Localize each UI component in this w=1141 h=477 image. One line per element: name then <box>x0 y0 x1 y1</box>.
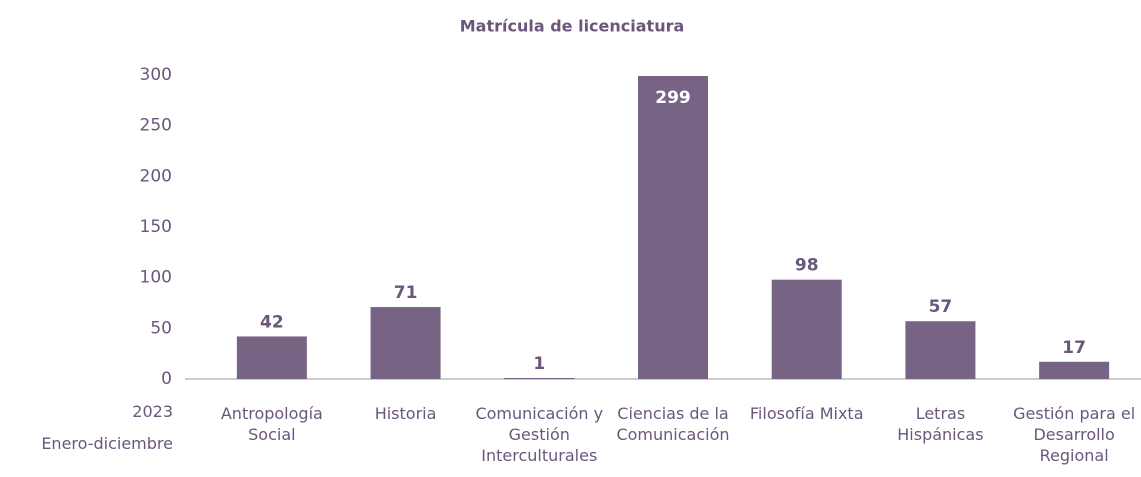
data-label: 98 <box>795 256 819 276</box>
x-tick-label: Gestión para el Desarrollo Regional <box>1013 404 1136 465</box>
y-tick-label: 150 <box>140 217 172 237</box>
y-tick-label: 300 <box>140 65 172 85</box>
y-tick-label: 250 <box>140 116 172 136</box>
y-tick-label: 200 <box>140 166 172 186</box>
y-tick-label: 0 <box>161 369 172 389</box>
x-axis-label: Enero-diciembre <box>41 434 173 453</box>
data-label: 42 <box>260 312 284 332</box>
chart-title: Matrícula de licenciatura <box>460 17 685 36</box>
x-tick-label: Letras Hispánicas <box>897 404 984 444</box>
x-tick-label: Comunicación y Gestión Interculturales <box>475 404 604 465</box>
x-tick-label: Filosofía Mixta <box>749 404 864 423</box>
data-label: 71 <box>394 283 418 303</box>
data-label: 17 <box>1062 338 1086 358</box>
y-tick-label: 50 <box>150 318 172 338</box>
y-tick-label: 100 <box>140 268 172 288</box>
x-tick-label: Historia <box>374 404 437 423</box>
bar <box>504 377 575 379</box>
x-tick-label: Antropología Social <box>220 404 323 444</box>
bar <box>905 321 976 379</box>
x-axis-label: 2023 <box>132 402 173 421</box>
x-tick-label: Ciencias de la Comunicación <box>616 404 730 444</box>
bar <box>370 307 441 379</box>
bar <box>771 279 842 379</box>
bar <box>638 76 708 379</box>
data-label: 57 <box>929 297 953 317</box>
bar <box>236 336 307 379</box>
data-label: 1 <box>533 354 545 374</box>
bar <box>1039 361 1110 379</box>
data-label: 299 <box>655 88 691 108</box>
